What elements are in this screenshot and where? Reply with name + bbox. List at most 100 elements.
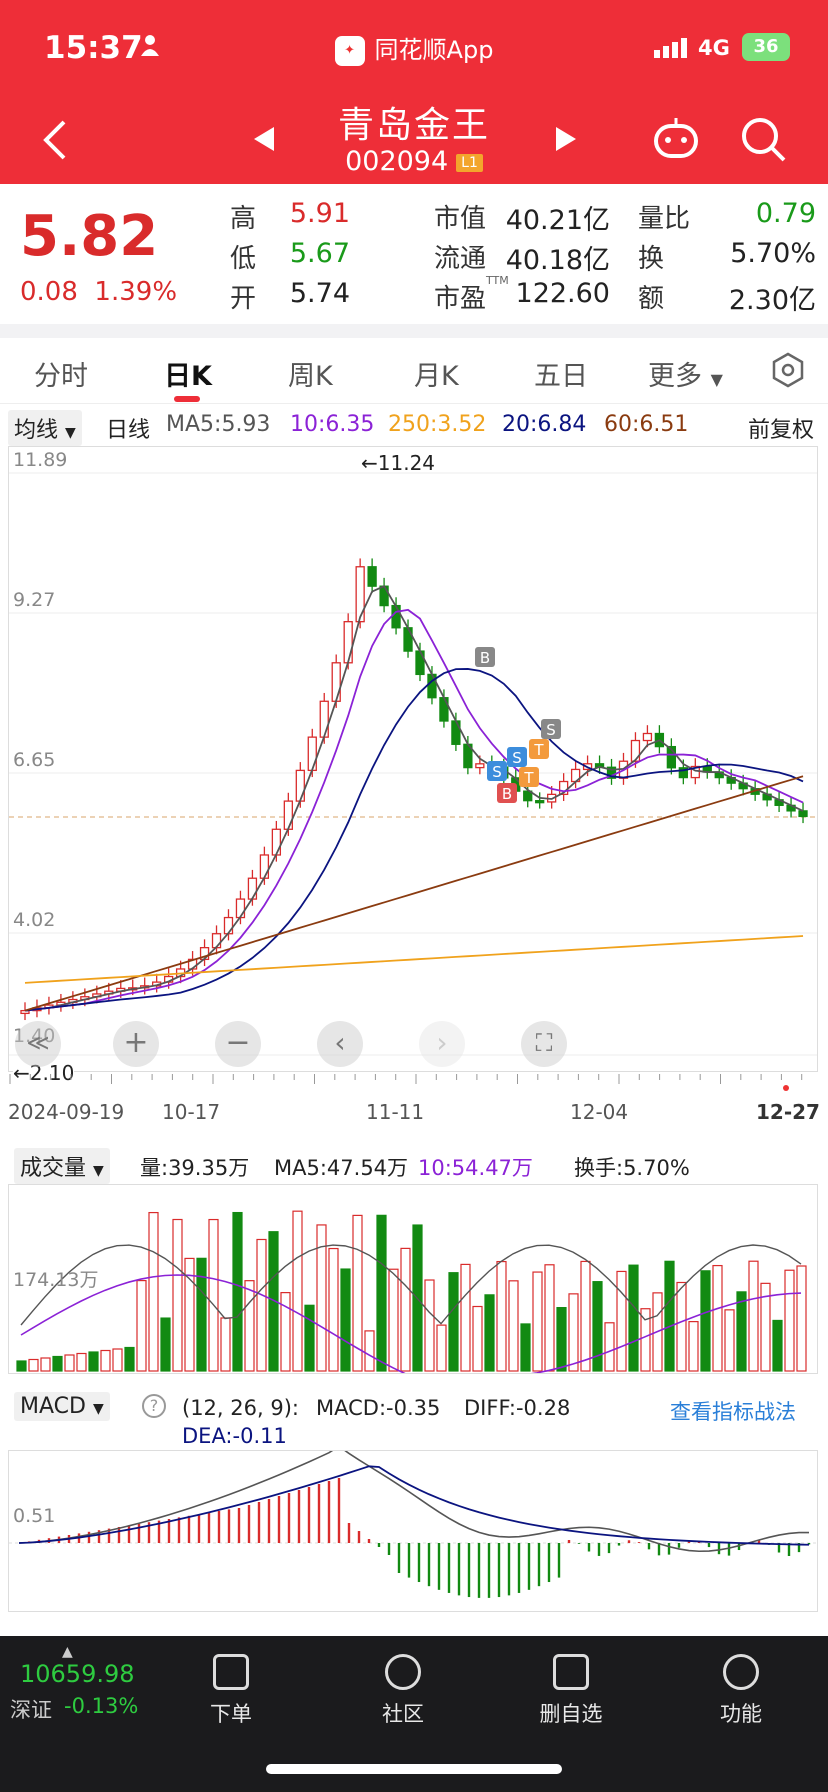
- volume-bar: [40, 1357, 51, 1372]
- volume-bar: [724, 1309, 735, 1372]
- macd-chart[interactable]: 0.51: [8, 1450, 818, 1612]
- settings-icon[interactable]: [770, 352, 806, 392]
- help-icon[interactable]: ?: [142, 1394, 166, 1418]
- dea-line: [18, 1465, 810, 1546]
- low-marker: ←2.10: [13, 1061, 75, 1085]
- volume-bar: [436, 1324, 447, 1372]
- trade-marker-label: S: [512, 749, 522, 767]
- fullscreen-icon[interactable]: ⛶: [521, 1021, 567, 1067]
- prev-stock-icon[interactable]: [252, 125, 276, 157]
- volume-bar: [148, 1211, 159, 1372]
- candle-body: [247, 877, 258, 900]
- trade-marker-label: S: [546, 721, 556, 739]
- volume-bar: [208, 1218, 219, 1372]
- candle-body: [666, 745, 677, 769]
- quote-value: 5.91: [289, 198, 350, 229]
- volume-bar: [268, 1231, 279, 1372]
- candle-body: [606, 766, 617, 779]
- candle-body: [343, 621, 353, 664]
- nav-community[interactable]: 社区: [348, 1654, 458, 1728]
- period-tabs: 分时 日K 周K 月K 五日 更多 ▼: [0, 336, 828, 404]
- x-tick: 12-04: [570, 1100, 629, 1124]
- minus-box-icon: [553, 1654, 589, 1690]
- tab-daily-k[interactable]: 日K: [164, 361, 212, 392]
- back-icon[interactable]: [40, 118, 70, 166]
- quote-panel: 5.82 0.08 1.39% 高 5.91 市值 40.21亿 量比 0.79 低 5.67…: [0, 184, 828, 324]
- volume-bar: [256, 1238, 267, 1372]
- volume-bar: [220, 1317, 231, 1372]
- pan-left-icon[interactable]: ‹: [317, 1021, 363, 1067]
- zoom-out-icon[interactable]: −: [215, 1021, 261, 1067]
- quote-label: 市盈: [434, 284, 487, 314]
- volume-bar: [388, 1268, 399, 1372]
- candle-body: [307, 736, 317, 772]
- index-value[interactable]: 10659.98: [20, 1660, 135, 1688]
- x-tick: 2024-09-19: [8, 1100, 125, 1124]
- volume-bar: [760, 1282, 771, 1372]
- volume-bar: [772, 1319, 783, 1372]
- pan-right-icon[interactable]: ›: [419, 1021, 465, 1067]
- volume-selector[interactable]: 成交量 ▼: [14, 1148, 110, 1184]
- nav-functions[interactable]: 功能: [686, 1654, 796, 1728]
- volume-bar: [484, 1294, 495, 1372]
- nav-order[interactable]: 下单: [176, 1654, 286, 1728]
- indicator-selector[interactable]: 均线 ▼: [8, 410, 82, 446]
- header: 15:37 ✦ 同花顺App 4G 36 青岛金王 002094 L1: [0, 0, 828, 184]
- quote-value: 2.30亿: [728, 285, 816, 316]
- volume-bar: [712, 1264, 723, 1372]
- candle-body: [379, 585, 389, 607]
- zoom-in-icon[interactable]: +: [113, 1021, 159, 1067]
- macd-legend: MACD ▼ ? (12, 26, 9): MACD:-0.35 DIFF:-0…: [8, 1390, 820, 1450]
- volume-chart[interactable]: 174.13万: [8, 1184, 818, 1374]
- home-indicator[interactable]: [266, 1764, 562, 1774]
- candle-body: [355, 566, 365, 623]
- quote-label: 量比: [638, 204, 691, 234]
- adjust-mode[interactable]: 前复权: [748, 418, 815, 443]
- volume-bar: [136, 1279, 147, 1372]
- trade-marker: [529, 739, 549, 759]
- candle-body: [271, 828, 282, 856]
- tab-monthly-k[interactable]: 月K: [414, 361, 459, 392]
- trade-marker-label: S: [492, 763, 502, 781]
- indicator-strategy-link[interactable]: 查看指标战法: [670, 1400, 796, 1424]
- stock-name: 青岛金王: [337, 105, 490, 146]
- quote-label: 额: [638, 284, 665, 314]
- trade-marker-label: T: [523, 769, 534, 787]
- shrink-left-icon[interactable]: ≪: [15, 1021, 61, 1067]
- tab-more[interactable]: 更多 ▼: [648, 361, 723, 392]
- y-tick: 174.13万: [13, 1269, 99, 1291]
- macd-selector[interactable]: MACD ▼: [14, 1392, 110, 1421]
- nav-remove-watchlist[interactable]: 删自选: [516, 1654, 626, 1728]
- period-label: 日线: [106, 418, 151, 443]
- tab-weekly-k[interactable]: 周K: [288, 361, 333, 392]
- ma5-value: MA5:5.93: [166, 412, 271, 437]
- volume-value: 量:39.35万: [140, 1156, 250, 1180]
- search-icon[interactable]: [740, 116, 788, 168]
- volume-bar: [532, 1271, 543, 1372]
- quote-value: 122.60: [515, 278, 610, 309]
- robot-icon[interactable]: [652, 116, 700, 164]
- volume-bar: [184, 1257, 195, 1372]
- volume-bar: [232, 1211, 243, 1372]
- volume-bar: [340, 1268, 351, 1372]
- next-stock-icon[interactable]: [554, 125, 578, 157]
- volume-bar: [304, 1304, 315, 1372]
- candle-body: [523, 790, 533, 802]
- volume-bar: [640, 1308, 651, 1372]
- quote-value: 5.67: [289, 238, 350, 269]
- active-tab-indicator: [174, 396, 200, 402]
- volume-bar: [316, 1224, 327, 1372]
- ma60-line: [24, 775, 804, 1012]
- tab-five-day[interactable]: 五日: [534, 361, 588, 392]
- y-tick: 0.51: [13, 1505, 56, 1527]
- y-tick: 9.27: [13, 589, 56, 611]
- document-icon: [213, 1654, 249, 1690]
- volume-bar: [172, 1218, 183, 1372]
- y-tick: 11.89: [13, 449, 68, 471]
- person-icon: [140, 34, 160, 56]
- x-tick: 11-11: [366, 1100, 425, 1124]
- tab-intraday[interactable]: 分时: [34, 361, 88, 392]
- quote-label: 开: [230, 284, 257, 314]
- ma60-value: 60:6.51: [604, 412, 689, 437]
